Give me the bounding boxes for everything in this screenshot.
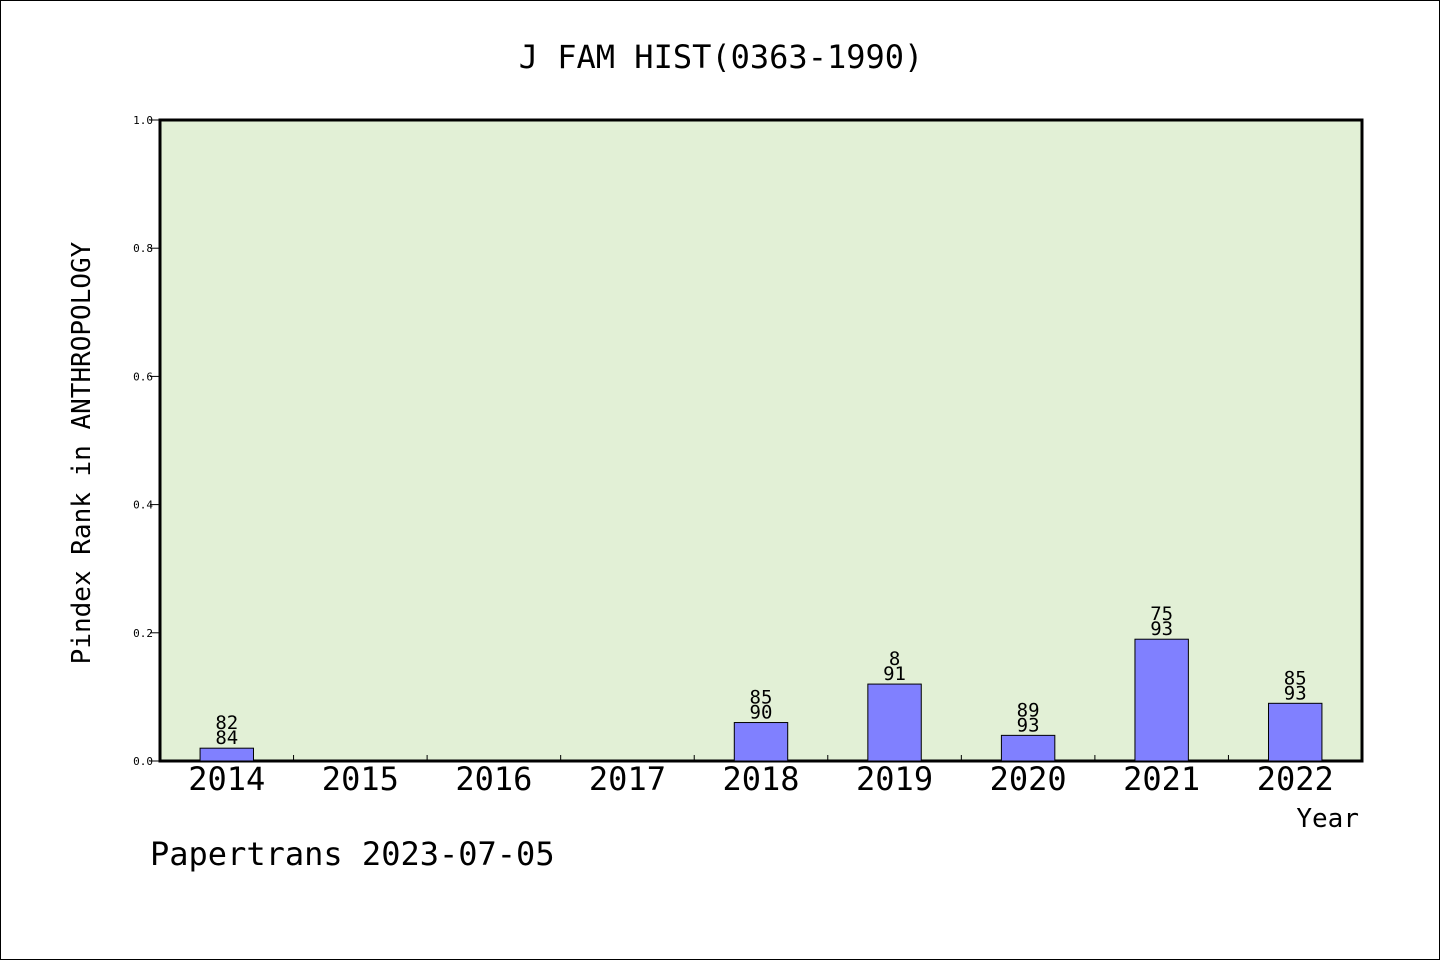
x-tick-label: 2021 [1123,760,1200,798]
bar-label-top: 8 [889,648,900,670]
y-tick-label: 0.2 [133,627,153,640]
x-tick-label: 2022 [1257,760,1334,798]
x-axis: 2014 2015 2016 2017 2018 2019 2020 2021 2022 [188,755,1334,798]
y-axis: 0.0 0.2 0.4 0.6 0.8 1.0 [133,114,160,768]
bar-label-top: 75 [1150,603,1173,625]
y-tick-label: 0.4 [133,499,153,512]
footer-credit: Papertrans 2023-07-05 [150,835,555,873]
bar-2020 [1000,734,1056,762]
bar-label-bottom: 93 [1150,618,1173,640]
bar-2019 [867,683,922,762]
bar-label-bottom: 84 [215,727,238,749]
y-tick-label: 1.0 [133,114,153,127]
y-tick-label: 0.8 [133,242,153,255]
x-tick-label: 2020 [990,760,1067,798]
bar-2018 [733,722,789,762]
bar-2014 [199,747,254,762]
chart-title: J FAM HIST(0363-1990) [519,38,924,76]
bar-label-top: 82 [215,712,238,734]
x-tick-label: 2017 [589,760,666,798]
x-tick-label: 2016 [455,760,532,798]
y-axis-title: Pindex Rank in ANTHROPOLOGY [67,241,97,664]
bar-label-top: 89 [1017,699,1040,721]
bar-label-bottom: 93 [1284,682,1307,704]
y-tick-label: 0.0 [133,755,153,768]
bar-label-top: 85 [750,687,773,709]
x-tick-label: 2015 [322,760,399,798]
x-tick-label: 2014 [188,760,265,798]
bar-2021 [1134,638,1189,762]
x-tick-label: 2018 [722,760,799,798]
y-tick-label: 0.6 [133,370,153,383]
bar-label-bottom: 93 [1017,714,1040,736]
bar-2022 [1268,702,1323,762]
x-axis-title: Year [1296,804,1359,834]
x-tick-label: 2019 [856,760,933,798]
bar-label-bottom: 90 [750,702,773,724]
bar-label-top: 85 [1284,667,1307,689]
bar-label-bottom: 91 [883,663,906,685]
